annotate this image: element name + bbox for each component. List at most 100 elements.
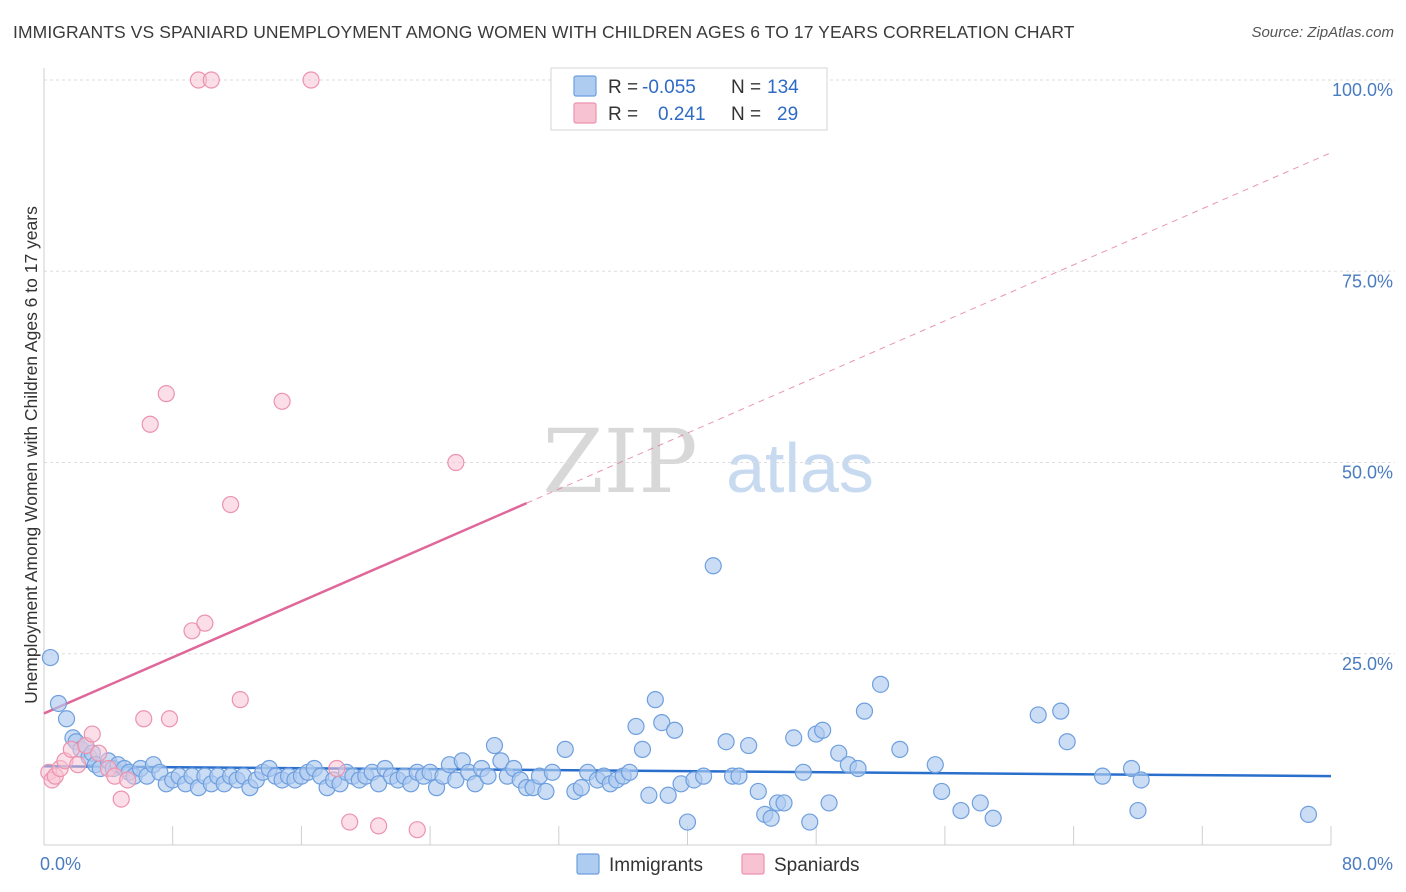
immigrants-point: [785, 729, 803, 747]
spaniards-point: [160, 710, 179, 728]
immigrants-point: [694, 767, 713, 785]
immigrants-point: [730, 767, 748, 785]
y-tick-label-75: 75.0%: [1342, 271, 1393, 291]
immigrants-point: [633, 740, 652, 758]
y-tick-label-50: 50.0%: [1342, 463, 1393, 483]
immigrants-point: [775, 794, 793, 812]
spaniards-point: [341, 813, 359, 831]
watermark-zip: ZIP: [542, 410, 697, 513]
immigrants-point: [794, 763, 812, 781]
immigrants-point: [1093, 767, 1112, 785]
spaniards-point: [62, 740, 80, 758]
spaniards-point: [447, 453, 465, 472]
legend-box: [550, 67, 828, 131]
immigrants-point: [640, 786, 658, 804]
legend-r-value-immigrants: -0.055: [642, 77, 696, 98]
immigrants-point: [653, 713, 671, 732]
immigrants-point: [891, 740, 909, 758]
immigrants-point: [830, 744, 848, 762]
spaniards-point: [141, 415, 159, 433]
immigrants-point: [646, 691, 664, 709]
immigrants-point: [57, 710, 76, 728]
immigrants-point: [620, 763, 639, 781]
y-tick-label-25: 25.0%: [1342, 654, 1393, 674]
legend-n-value-immigrants: 134: [767, 77, 799, 98]
immigrants-point: [678, 813, 697, 831]
immigrants-point: [820, 794, 838, 812]
immigrants-point: [447, 771, 465, 789]
immigrants-point: [849, 759, 867, 778]
x-tick-label-max: 80.0%: [1342, 854, 1393, 874]
series-immigrants: [41, 557, 1318, 831]
series-spaniards: [40, 71, 465, 839]
immigrants-point: [485, 736, 504, 755]
y-axis-label: Unemployment Among Women with Children A…: [21, 206, 41, 704]
immigrants-point: [855, 702, 874, 720]
legend-r-value-spaniards: 0.241: [658, 104, 706, 125]
spaniards-point: [119, 771, 137, 789]
immigrants-point: [871, 675, 890, 693]
spaniards-point: [273, 392, 291, 410]
legend-r-label-immigrants: R =: [608, 77, 638, 98]
immigrants-point: [666, 721, 684, 739]
immigrants-point: [984, 809, 1002, 827]
immigrants-point: [971, 794, 989, 812]
spaniards-point: [135, 710, 153, 728]
spaniards-point: [90, 744, 108, 762]
spaniards-point: [202, 71, 220, 89]
chart-title: IMMIGRANTS VS SPANIARD UNEMPLOYMENT AMON…: [13, 22, 1075, 42]
immigrants-point: [1299, 805, 1318, 824]
immigrants-point: [556, 740, 574, 758]
immigrants-point: [49, 694, 68, 713]
immigrants-point: [41, 648, 60, 667]
spaniards-point: [157, 385, 175, 403]
trend-line-spaniards: [43, 501, 528, 715]
immigrants-point: [926, 756, 944, 774]
immigrants-point: [537, 782, 555, 801]
legend-n-label-spaniards: N =: [731, 104, 761, 125]
immigrants-point: [659, 786, 677, 804]
spaniards-point: [302, 71, 320, 89]
spaniards-point: [408, 821, 426, 839]
spaniards-point: [328, 759, 346, 778]
watermark-atlas: atlas: [726, 429, 874, 507]
bottom-legend-swatch-immigrants: [576, 853, 600, 875]
immigrants-point: [814, 721, 832, 739]
immigrants-point: [1029, 706, 1047, 724]
immigrants-point: [762, 809, 780, 827]
immigrants-point: [740, 736, 758, 755]
legend-n-value-spaniards: 29: [777, 104, 798, 125]
chart-source: Source: ZipAtlas.com: [1251, 24, 1394, 41]
spaniards-point: [370, 817, 388, 835]
immigrants-point: [370, 775, 388, 793]
legend-swatch-spaniards: [573, 102, 597, 124]
y-tick-labels: 25.0% 50.0% 75.0% 100.0%: [1332, 80, 1393, 674]
immigrants-point: [1058, 733, 1076, 751]
immigrants-point: [572, 779, 590, 797]
immigrants-point: [479, 767, 497, 785]
bottom-legend-swatch-spaniards: [741, 853, 765, 875]
spaniards-point: [222, 495, 240, 514]
spaniards-point: [69, 756, 87, 774]
x-tick-label-min: 0.0%: [40, 854, 81, 874]
spaniards-point: [183, 622, 201, 640]
legend-swatch-immigrants: [573, 75, 597, 97]
immigrants-point: [952, 801, 970, 820]
series-legend: Immigrants Spaniards: [576, 853, 860, 876]
spaniards-point: [231, 691, 249, 709]
immigrants-point: [1122, 759, 1141, 778]
immigrants-point: [1132, 771, 1150, 789]
spaniards-point: [112, 790, 130, 808]
bottom-legend-immigrants: Immigrants: [609, 855, 703, 876]
immigrants-point: [1129, 801, 1147, 820]
legend-r-label-spaniards: R =: [608, 104, 638, 125]
immigrants-point: [466, 775, 484, 793]
immigrants-point: [704, 557, 722, 575]
axes: [43, 68, 1332, 846]
correlation-legend: R = -0.055 N = 134 R = 0.241 N = 29: [550, 67, 828, 131]
spaniards-point: [83, 725, 101, 743]
immigrants-point: [1052, 702, 1070, 720]
immigrants-point: [749, 782, 767, 801]
immigrants-point: [492, 752, 510, 770]
